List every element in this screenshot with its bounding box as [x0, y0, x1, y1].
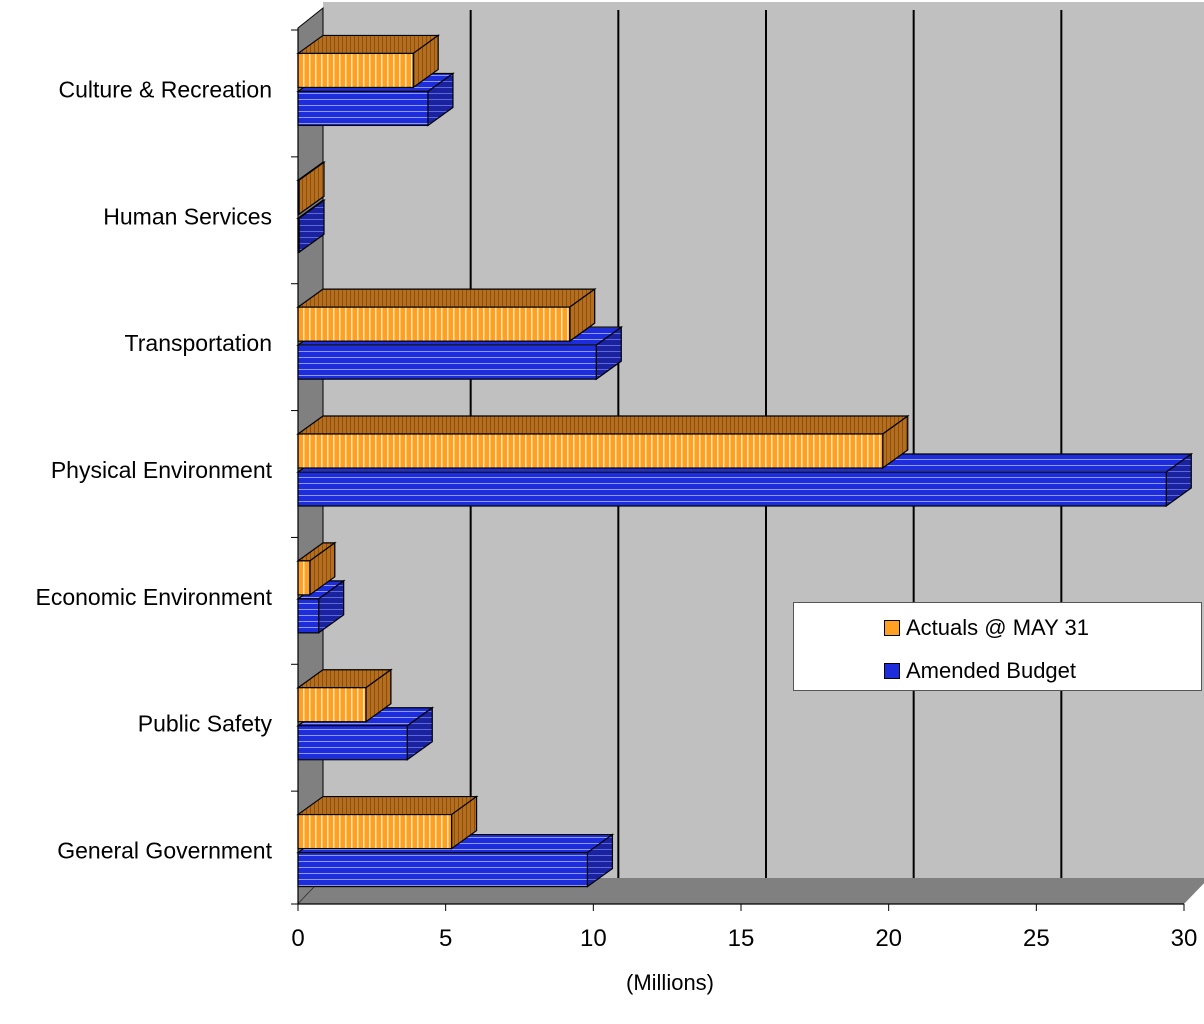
bar-actuals-transportation [296, 287, 597, 343]
x-tick-label: 15 [728, 925, 755, 952]
bar-actuals-human-services [296, 161, 326, 216]
legend-swatch-budget [884, 663, 900, 679]
bar-actuals-general-government [296, 795, 479, 850]
bar-actuals-physical-environment-top [296, 415, 910, 435]
bar-budget-public-safety-front [297, 725, 408, 761]
axis-labels: Culture & Recreation Human Services Transp… [36, 76, 1198, 952]
bar-actuals-general-government-top [296, 795, 479, 816]
axes [291, 28, 1185, 911]
bar-budget-economic-environment-front [297, 598, 320, 634]
bar-actuals-general-government-front [297, 813, 453, 850]
x-tick-label: 20 [875, 925, 902, 952]
category-label: General Government [57, 838, 272, 864]
bar-budget-culture-recreation-front [297, 90, 429, 127]
legend: Actuals @ MAY 31 Amended Budget [793, 602, 1202, 691]
legend-label-budget: Amended Budget [906, 658, 1077, 683]
x-tick-label: 30 [1171, 925, 1198, 952]
bar-actuals-transportation-front [297, 306, 571, 342]
bar-budget-general-government-front [297, 851, 589, 888]
legend-item-budget: Amended Budget [884, 658, 1077, 683]
bar-actuals-economic-environment-front [297, 560, 311, 596]
category-label: Public Safety [138, 711, 273, 737]
category-label: Transportation [125, 330, 272, 356]
bar-actuals-economic-environment [296, 541, 337, 597]
category-label: Physical Environment [51, 457, 273, 483]
bar-actuals-public-safety [296, 668, 393, 723]
bars [296, 34, 1194, 888]
category-label: Culture & Recreation [59, 76, 273, 102]
bar-actuals-transportation-top [296, 288, 597, 308]
legend-label-actuals: Actuals @ MAY 31 [906, 615, 1089, 640]
bar-budget-physical-environment-front [297, 471, 1167, 507]
bar-actuals-public-safety-front [297, 687, 367, 723]
bar-actuals-culture-recreation-front [297, 52, 414, 89]
bar-actuals-physical-environment [296, 414, 910, 470]
x-tick-label: 10 [580, 925, 607, 952]
legend-item-actuals: Actuals @ MAY 31 [884, 615, 1089, 640]
category-label: Human Services [103, 203, 272, 229]
bar-actuals-physical-environment-front [297, 433, 884, 469]
x-tick-label: 5 [439, 925, 452, 952]
legend-swatch-actuals [884, 620, 900, 636]
x-tick-label: 25 [1023, 925, 1050, 952]
category-label: Economic Environment [36, 584, 273, 610]
bar-budget-transportation-front [297, 344, 597, 380]
x-tick-label: 0 [291, 925, 304, 952]
x-axis-title: (Millions) [626, 970, 714, 995]
bar-actuals-culture-recreation [296, 34, 441, 89]
